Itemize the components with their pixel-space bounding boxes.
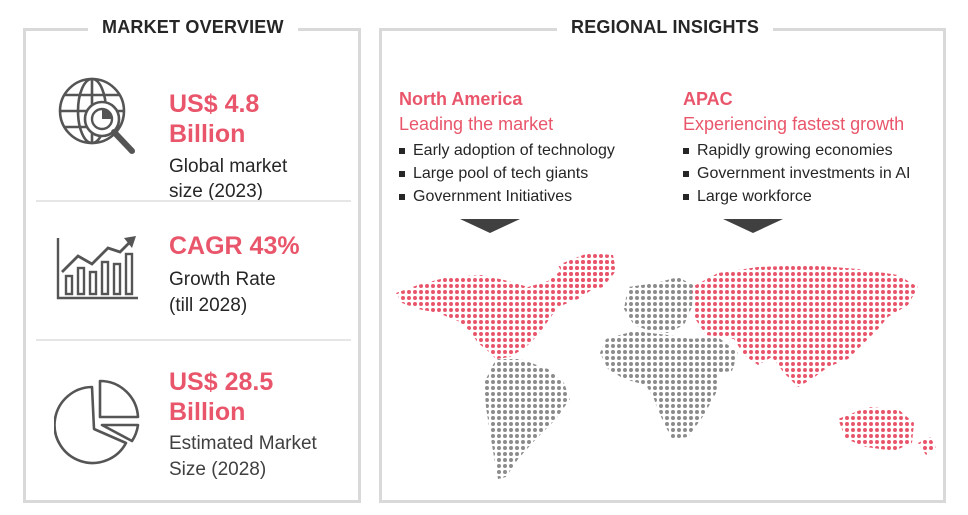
market-size-desc-line2: size (2023): [169, 181, 263, 202]
regional-insights-title: REGIONAL INSIGHTS: [557, 17, 774, 38]
list-item: Rapidly growing economies: [683, 139, 910, 162]
region-subtitle: Leading the market: [399, 114, 554, 134]
region-bullets: Rapidly growing economies Government inv…: [683, 139, 910, 208]
region-name: APAC: [683, 89, 733, 109]
map-region-africa: [600, 331, 720, 439]
map-region-north-america: [396, 257, 613, 359]
divider: [36, 200, 351, 202]
world-map: [396, 253, 936, 479]
region-north-america: North America Leading the market Early a…: [399, 88, 615, 208]
cagr-desc-line2: (till 2028): [169, 295, 248, 316]
estimated-size-desc-line1: Estimated Market: [169, 433, 317, 454]
globe-chart-icon: [54, 73, 146, 178]
apac-marker-icon: [723, 219, 783, 233]
map-region-asia: [692, 265, 918, 387]
list-item: Large workforce: [683, 185, 910, 208]
region-apac: APAC Experiencing fastest growth Rapidly…: [683, 88, 910, 208]
map-region-greenland: [558, 253, 616, 293]
map-region-middle-east: [688, 337, 738, 373]
market-size-value-line2: Billion: [169, 120, 246, 148]
list-item: Government Initiatives: [399, 185, 615, 208]
estimated-size-value-line1: US$ 28.5: [169, 368, 274, 396]
market-overview-title: MARKET OVERVIEW: [88, 17, 298, 38]
cagr-desc-line1: Growth Rate: [169, 269, 276, 290]
region-subtitle: Experiencing fastest growth: [683, 114, 905, 134]
north-america-marker-icon: [460, 219, 520, 233]
stat-estimated-size: US$ 28.5 Billion Estimated Market Size (…: [26, 359, 358, 499]
market-size-desc-line1: Global market: [169, 156, 288, 177]
list-item: Large pool of tech giants: [399, 162, 615, 185]
pie-chart-icon: [53, 379, 144, 474]
region-name: North America: [399, 89, 523, 109]
cagr-value: CAGR 43%: [169, 232, 300, 260]
list-item: Early adoption of technology: [399, 139, 615, 162]
divider: [36, 339, 351, 341]
regional-insights-panel: REGIONAL INSIGHTS North America Leading …: [379, 17, 946, 503]
stat-market-size: US$ 4.8 Billion Global market size (2023…: [26, 59, 358, 202]
map-region-australia: [838, 407, 914, 451]
map-region-south-america: [484, 359, 570, 479]
growth-chart-icon: [54, 236, 140, 311]
estimated-size-desc-line2: Size (2028): [169, 459, 267, 480]
estimated-size-value-line2: Billion: [169, 398, 246, 426]
map-region-europe: [624, 277, 693, 333]
region-bullets: Early adoption of technology Large pool …: [399, 139, 615, 208]
market-overview-panel: MARKET OVERVIEW US$ 4.8 Billion Global m…: [23, 17, 361, 503]
map-region-new-zealand: [918, 437, 936, 455]
list-item: Government investments in AI: [683, 162, 910, 185]
market-size-value-line1: US$ 4.8: [169, 90, 260, 118]
stat-cagr: CAGR 43% Growth Rate (till 2028): [26, 221, 358, 341]
